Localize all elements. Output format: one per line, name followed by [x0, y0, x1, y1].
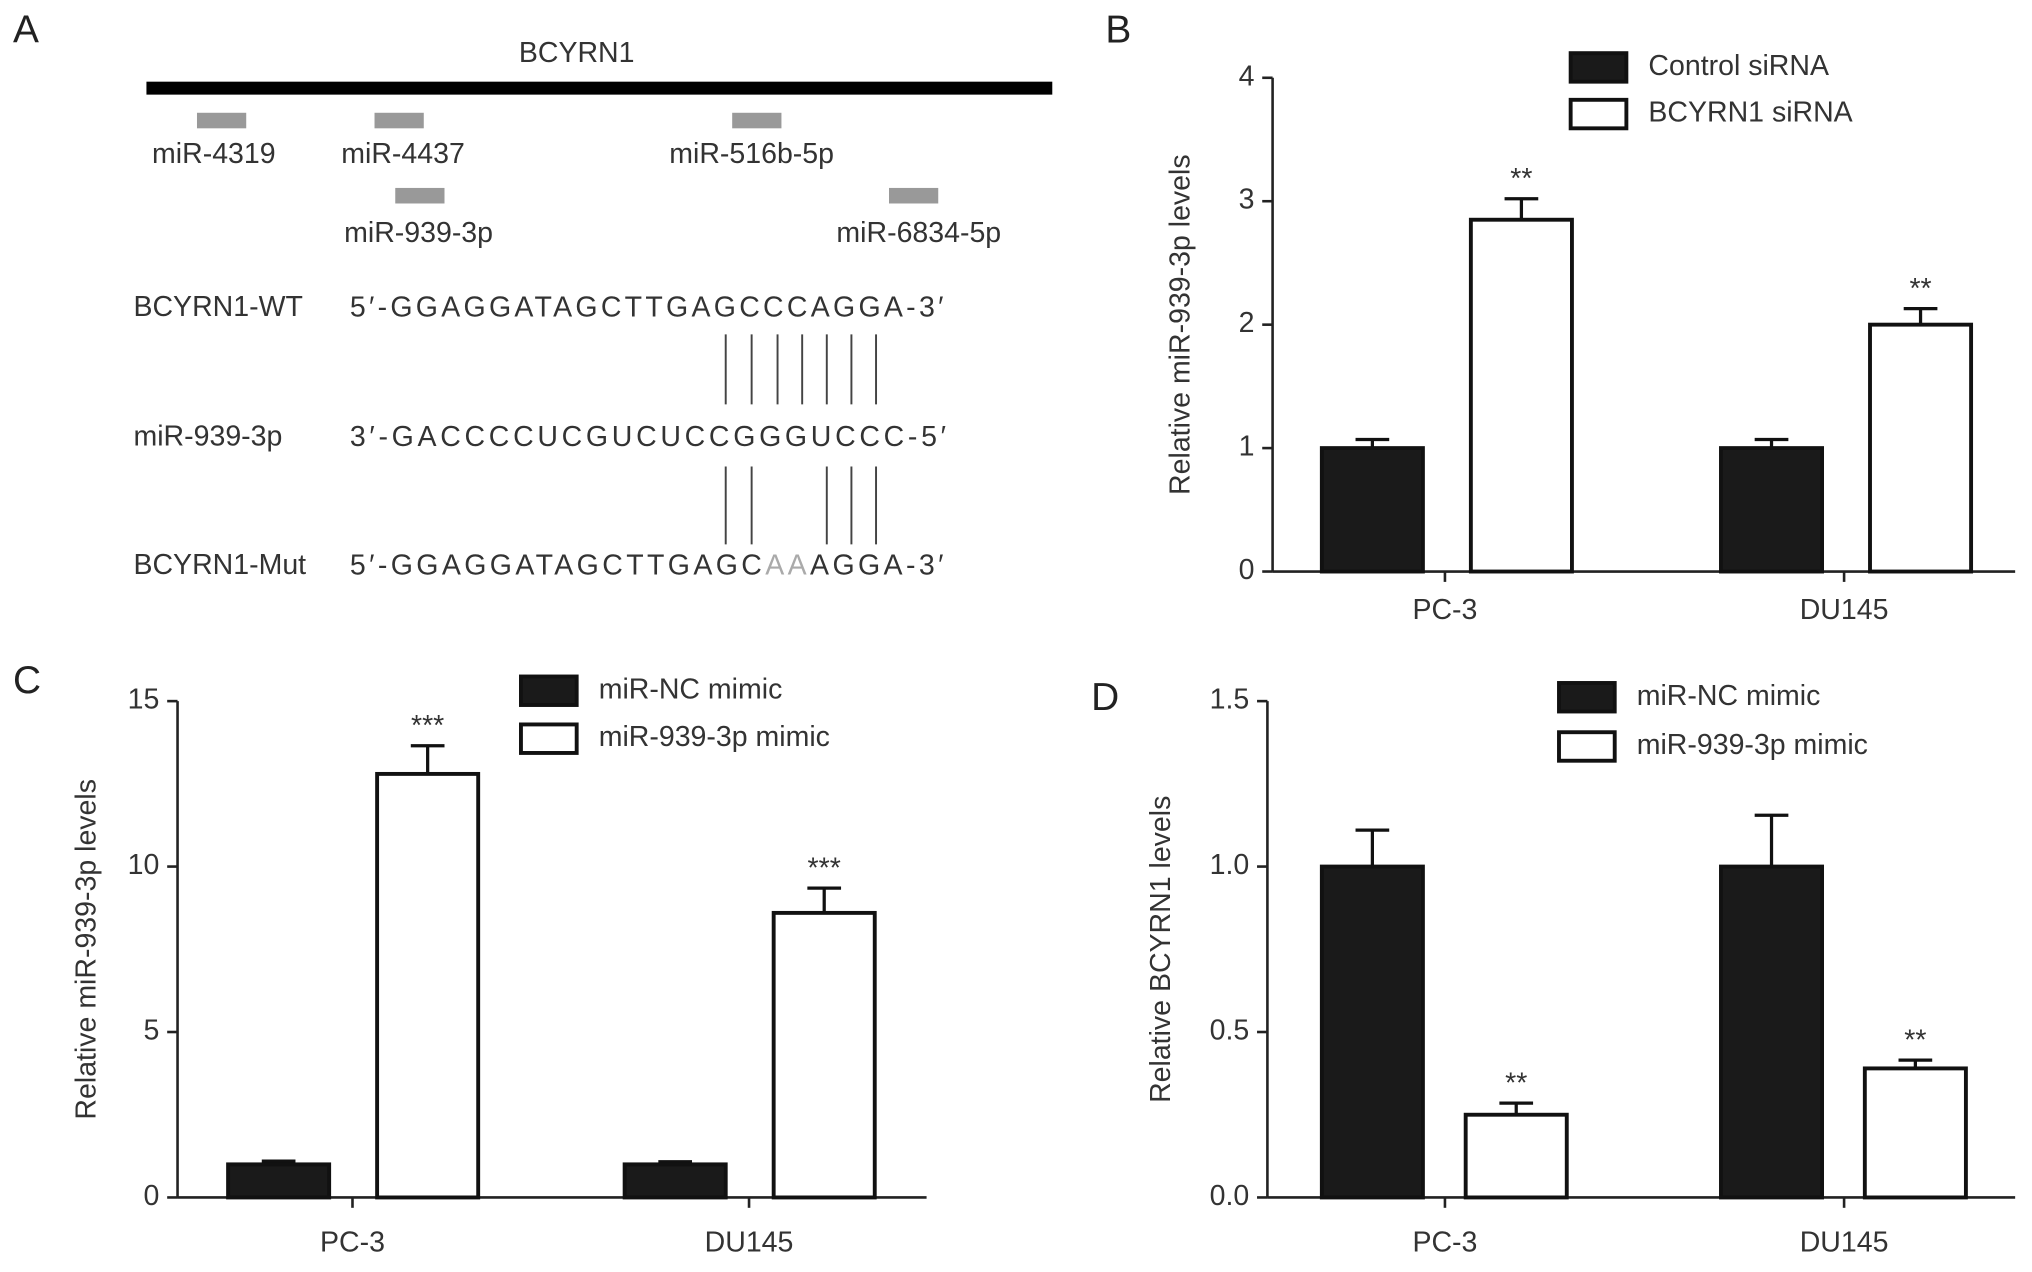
significance: ** — [1510, 163, 1532, 195]
y-tick-label: 1.0 — [1210, 849, 1250, 881]
mirna-label: miR-516b-5p — [669, 138, 834, 170]
significance: ** — [1505, 1068, 1527, 1100]
sequence-label: BCYRN1-Mut — [133, 549, 306, 581]
bar — [622, 1162, 728, 1200]
bar — [771, 910, 877, 1200]
panel-label: A — [13, 9, 39, 52]
sequence: 3′-GACCCCUCGUCUCCGGGUCCC-5′ — [350, 421, 946, 453]
significance: *** — [411, 710, 444, 742]
significance: *** — [808, 852, 841, 884]
bar — [375, 771, 481, 1200]
bar — [226, 1162, 332, 1200]
y-tick-label: 0 — [1239, 554, 1255, 586]
x-tick-label: PC-3 — [320, 1227, 385, 1259]
sequence-part: 5′-GGAGGATAGCTTGAGC — [350, 549, 762, 581]
bar — [1719, 446, 1825, 574]
legend-swatch — [519, 722, 579, 755]
mirna-site — [374, 112, 424, 129]
x-tick-label: DU145 — [705, 1227, 794, 1259]
significance: ** — [1904, 1025, 1926, 1057]
legend-label: Control siRNA — [1648, 50, 1829, 82]
y-tick-label: 2 — [1239, 307, 1255, 339]
pairing-lines — [724, 334, 878, 545]
legend-label: BCYRN1 siRNA — [1648, 97, 1852, 129]
legend-swatch — [1557, 730, 1617, 763]
chart-panel: C 0 5 10 15 Relative miR-939-3p levels PC-3 DU1… — [13, 659, 927, 1259]
x-tick-label: DU145 — [1800, 1227, 1889, 1259]
x-tick-label: DU145 — [1800, 594, 1889, 626]
y-tick-label: 1 — [1239, 431, 1255, 463]
y-tick-label: 0.0 — [1210, 1180, 1250, 1212]
sequence: 5′-GGAGGATAGCTTGAGC AA AGGA-3′ — [350, 549, 944, 581]
gene-bar — [146, 81, 1053, 95]
legend-swatch — [1568, 51, 1629, 84]
mirna-site — [395, 187, 445, 204]
sequence-part: AGGA-3′ — [810, 549, 943, 581]
legend-swatch — [1568, 97, 1629, 131]
bar — [1719, 864, 1825, 1200]
legend-swatch — [519, 674, 579, 707]
chart-panel: B 0 1 2 3 4 Relative miR-939-3p levels PC-3 DU14… — [1105, 9, 2016, 626]
mirna-label: miR-939-3p — [344, 217, 493, 249]
x-tick-label: PC-3 — [1412, 594, 1477, 626]
mirna-label: miR-4319 — [152, 138, 276, 170]
y-tick-label: 15 — [128, 684, 160, 716]
y-tick-label: 10 — [128, 849, 160, 881]
sequence-label: miR-939-3p — [133, 421, 282, 453]
mirna-label: miR-4437 — [341, 138, 465, 170]
bar — [1463, 1112, 1569, 1200]
bar — [1862, 1066, 1968, 1200]
y-tick-label: 0.5 — [1210, 1015, 1250, 1047]
x-tick-label: PC-3 — [1412, 1227, 1477, 1259]
y-tick-label: 0 — [144, 1180, 160, 1212]
panel-label: B — [1105, 9, 1131, 52]
sequence: 5′-GGAGGATAGCTTGAGCCCAGGA-3′ — [350, 291, 944, 323]
sequence-part: 5′-GGAGGATAGCTTGAGCCCAGGA-3′ — [350, 291, 944, 323]
legend-swatch — [1557, 681, 1617, 714]
y-tick-label: 3 — [1239, 184, 1255, 216]
chart-panel: D 0.0 0.5 1.0 1.5 Relative BCYRN1 levels PC-3 D… — [1091, 676, 2016, 1259]
bar — [1468, 217, 1574, 574]
y-axis-label: Relative miR-939-3p levels — [71, 779, 103, 1120]
legend-label: miR-NC mimic — [599, 673, 783, 705]
gene-title: BCYRN1 — [519, 37, 635, 69]
mirna-site — [196, 112, 247, 129]
legend-label: miR-939-3p mimic — [599, 721, 830, 753]
y-axis-label: Relative BCYRN1 levels — [1145, 796, 1177, 1103]
mirna-site — [889, 187, 939, 204]
sequence-part: AA — [765, 549, 806, 581]
y-tick-label: 1.5 — [1210, 684, 1250, 716]
bar — [1319, 446, 1425, 574]
sequence-label: BCYRN1-WT — [133, 291, 302, 323]
panel-label: C — [13, 659, 41, 702]
legend-label: miR-NC mimic — [1637, 680, 1821, 712]
sequence-part: 3′-GACCCCUCGUCUCCGGGUCCC-5′ — [350, 421, 946, 453]
y-tick-label: 5 — [144, 1015, 160, 1047]
legend-label: miR-939-3p mimic — [1637, 729, 1868, 761]
bar — [1868, 322, 1974, 574]
panel-a: A BCYRN1 miR-4319 miR-4437 miR-516b-5p miR-… — [13, 9, 1053, 581]
y-tick-label: 4 — [1239, 60, 1255, 92]
panel-label: D — [1091, 676, 1119, 719]
bar — [1319, 864, 1425, 1200]
y-axis-label: Relative miR-939-3p levels — [1164, 154, 1196, 495]
mirna-site — [732, 112, 782, 129]
mirna-label: miR-6834-5p — [836, 217, 1001, 249]
significance: ** — [1909, 273, 1931, 305]
